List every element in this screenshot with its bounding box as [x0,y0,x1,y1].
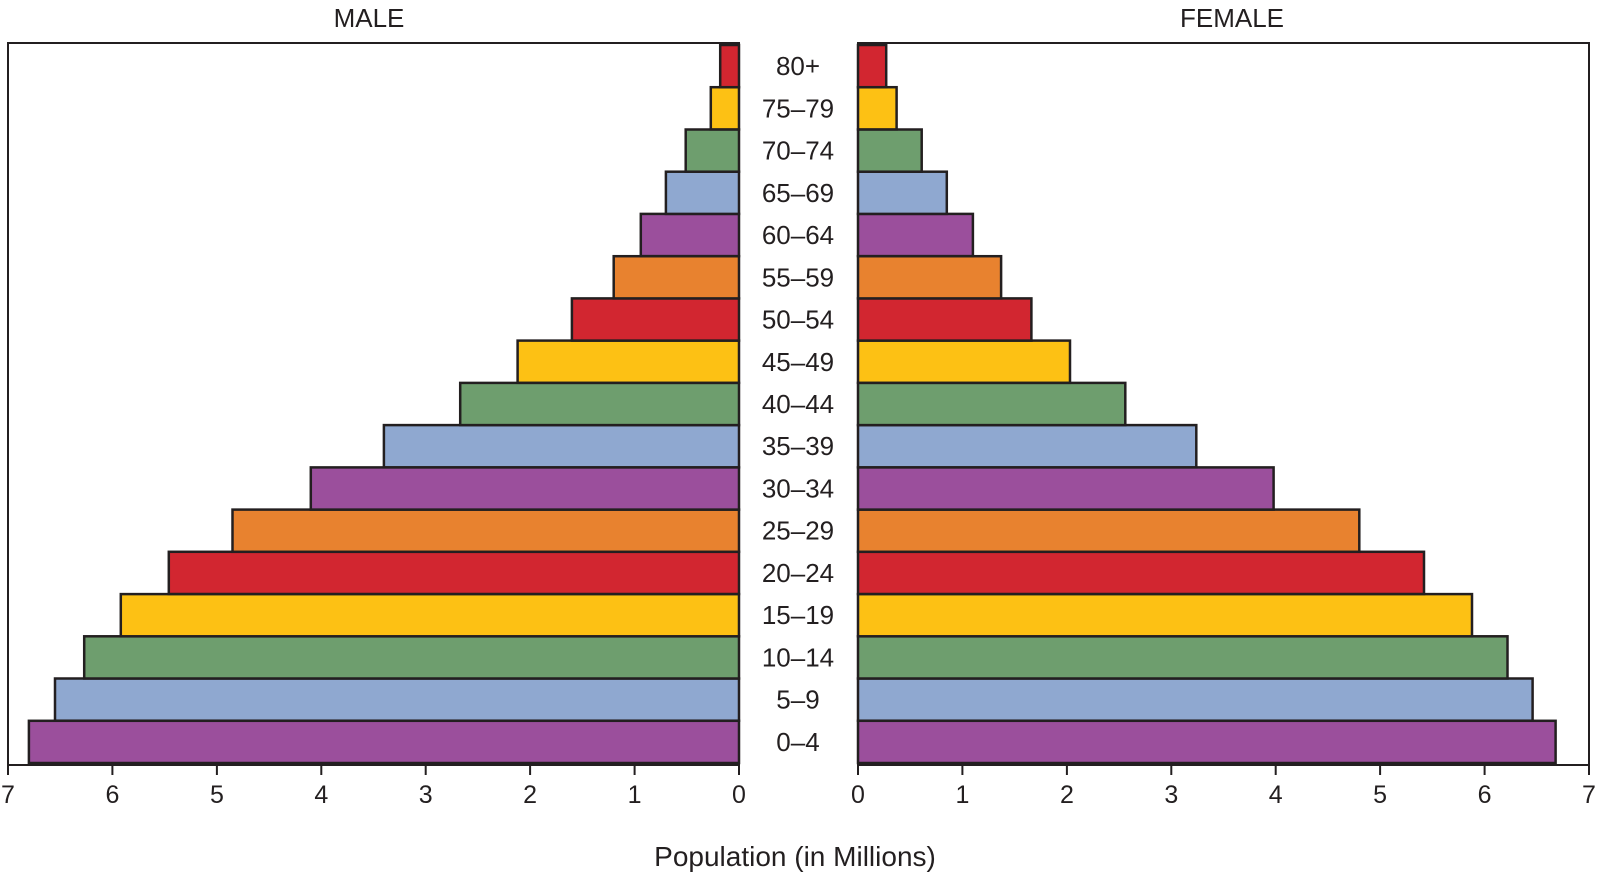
male-tick-label: 4 [314,781,328,809]
age-group-label: 65–69 [762,178,834,208]
male-bar-40-44 [458,381,741,427]
female-tick-label: 6 [1478,781,1492,809]
male-bar-50-54 [570,297,741,342]
female-tick-label: 0 [851,781,865,809]
male-bar-80plus [718,43,741,89]
age-group-label: 40–44 [762,389,834,419]
male-tick-label: 3 [419,781,433,809]
age-group-label: 10–14 [762,642,834,672]
male-bar-15-19 [119,592,741,638]
female-tick-label: 7 [1582,781,1596,809]
male-tick-label: 2 [523,781,537,809]
male-bar-10-14 [82,635,741,680]
male-bar-55-59 [612,254,741,300]
female-tick-label: 2 [1060,781,1074,809]
female-bar-0-4 [856,719,1557,765]
female-axis-ticks: 0 1 2 3 4 5 6 7 [851,765,1596,809]
male-tick-label: 0 [732,781,746,809]
age-group-label: 55–59 [762,262,834,292]
female-bar-65-69 [856,170,949,216]
age-group-label: 25–29 [762,516,834,546]
age-group-label: 5–9 [776,685,819,715]
male-bar-35-39 [382,423,741,469]
female-bar-35-39 [856,423,1198,469]
age-group-label: 30–34 [762,474,834,504]
female-bar-10-14 [856,635,1509,680]
male-tick-label: 6 [105,781,119,809]
male-bar-60-64 [639,212,741,258]
age-group-label: 0–4 [776,727,819,757]
female-bar-5-9 [856,677,1534,722]
male-bar-5-9 [53,677,741,722]
male-bar-0-4 [27,719,741,765]
female-bar-55-59 [856,254,1003,300]
female-panel-title: FEMALE [1180,3,1284,33]
male-tick-label: 5 [210,781,224,809]
female-bar-20-24 [856,550,1426,596]
female-bar-30-34 [856,466,1275,511]
age-group-label: 35–39 [762,431,834,461]
male-axis-ticks: 0 1 2 3 4 5 6 7 [1,765,746,809]
male-bar-20-24 [167,550,741,596]
male-bar-45-49 [516,339,741,385]
male-bar-25-29 [231,508,741,554]
age-labels-group: 0–4 5–9 10–14 15–19 20–24 25–29 30–34 35–39 40–4… [762,51,834,757]
male-bar-70-74 [684,128,741,173]
female-bar-60-64 [856,212,975,258]
male-bar-65-69 [664,170,741,216]
male-bar-30-34 [309,466,741,511]
male-bar-75-79 [709,85,741,131]
female-bar-15-19 [856,592,1474,638]
female-tick-label: 4 [1269,781,1283,809]
age-group-label: 50–54 [762,305,834,335]
female-tick-label: 3 [1164,781,1178,809]
female-bar-45-49 [856,339,1072,385]
female-bar-80plus [856,43,888,89]
female-bar-25-29 [856,508,1361,554]
male-tick-label: 7 [1,781,15,809]
female-tick-label: 5 [1373,781,1387,809]
female-bar-70-74 [856,128,923,173]
male-bars-group [27,43,741,765]
age-group-label: 75–79 [762,93,834,123]
age-group-label: 60–64 [762,220,834,250]
female-bar-40-44 [856,381,1127,427]
age-group-label: 80+ [776,51,820,81]
female-bars-group [856,43,1557,765]
age-group-label: 20–24 [762,558,834,588]
age-group-label: 15–19 [762,600,834,630]
male-tick-label: 1 [628,781,642,809]
age-group-label: 45–49 [762,347,834,377]
male-panel-title: MALE [334,3,405,33]
female-bar-50-54 [856,297,1033,342]
age-group-label: 70–74 [762,136,834,166]
x-axis-title: Population (in Millions) [654,841,936,872]
female-tick-label: 1 [955,781,969,809]
female-bar-75-79 [856,85,898,131]
